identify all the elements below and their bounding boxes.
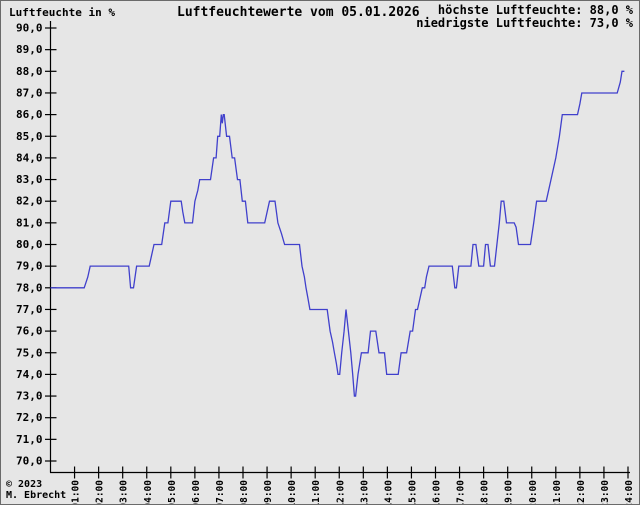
svg-text:89,0: 89,0 bbox=[16, 43, 43, 56]
svg-text:72,0: 72,0 bbox=[16, 411, 43, 424]
svg-text:14:00: 14:00 bbox=[383, 480, 394, 505]
svg-text:05:00: 05:00 bbox=[167, 480, 178, 505]
svg-text:73,0: 73,0 bbox=[16, 390, 43, 403]
y-axis-title: Luftfeuchte in % bbox=[9, 6, 115, 19]
svg-text:18:00: 18:00 bbox=[480, 480, 491, 505]
svg-text:11:00: 11:00 bbox=[311, 480, 322, 505]
svg-text:08:00: 08:00 bbox=[239, 480, 250, 505]
svg-text:84,0: 84,0 bbox=[16, 151, 43, 164]
svg-text:77,0: 77,0 bbox=[16, 303, 43, 316]
svg-text:07:00: 07:00 bbox=[215, 480, 226, 505]
svg-text:20:00: 20:00 bbox=[528, 480, 539, 505]
svg-text:03:00: 03:00 bbox=[119, 480, 130, 505]
svg-text:85,0: 85,0 bbox=[16, 130, 43, 143]
svg-text:71,0: 71,0 bbox=[16, 433, 43, 446]
svg-text:09:00: 09:00 bbox=[263, 480, 274, 505]
svg-text:01:00: 01:00 bbox=[71, 480, 82, 505]
svg-text:21:00: 21:00 bbox=[552, 480, 563, 505]
stat-lowest: niedrigste Luftfeuchte: 73,0 % bbox=[416, 16, 633, 30]
svg-text:88,0: 88,0 bbox=[16, 65, 43, 78]
chart-title: Luftfeuchtewerte vom 05.01.2026 bbox=[177, 5, 420, 20]
stats-block: höchste Luftfeuchte: 88,0 % niedrigste L… bbox=[416, 4, 633, 30]
svg-text:76,0: 76,0 bbox=[16, 325, 43, 338]
svg-text:15:00: 15:00 bbox=[407, 480, 418, 505]
svg-text:22:00: 22:00 bbox=[576, 480, 587, 505]
svg-text:70,0: 70,0 bbox=[16, 455, 43, 468]
svg-text:16:00: 16:00 bbox=[432, 480, 443, 505]
svg-text:06:00: 06:00 bbox=[191, 480, 202, 505]
svg-text:78,0: 78,0 bbox=[16, 281, 43, 294]
svg-text:02:00: 02:00 bbox=[95, 480, 106, 505]
svg-text:10:00: 10:00 bbox=[287, 480, 298, 505]
stat-highest: höchste Luftfeuchte: 88,0 % bbox=[437, 3, 633, 17]
svg-text:82,0: 82,0 bbox=[16, 195, 43, 208]
svg-text:13:00: 13:00 bbox=[359, 480, 370, 505]
copyright-author: M. Ebrecht bbox=[6, 490, 67, 501]
svg-text:23:00: 23:00 bbox=[600, 480, 611, 505]
svg-text:90,0: 90,0 bbox=[16, 22, 43, 35]
svg-text:87,0: 87,0 bbox=[16, 86, 43, 99]
svg-text:19:00: 19:00 bbox=[504, 480, 515, 505]
svg-text:80,0: 80,0 bbox=[16, 238, 43, 251]
svg-text:86,0: 86,0 bbox=[16, 108, 43, 121]
svg-text:74,0: 74,0 bbox=[16, 368, 43, 381]
svg-text:81,0: 81,0 bbox=[16, 216, 43, 229]
svg-text:24:00: 24:00 bbox=[624, 480, 635, 505]
copyright-note: © 2023 M. Ebrecht bbox=[6, 479, 66, 501]
svg-text:17:00: 17:00 bbox=[456, 480, 467, 505]
svg-text:83,0: 83,0 bbox=[16, 173, 43, 186]
svg-text:12:00: 12:00 bbox=[335, 480, 346, 505]
svg-text:79,0: 79,0 bbox=[16, 260, 43, 273]
svg-text:75,0: 75,0 bbox=[16, 346, 43, 359]
copyright-year: © 2023 bbox=[6, 479, 43, 490]
svg-text:04:00: 04:00 bbox=[143, 480, 154, 505]
